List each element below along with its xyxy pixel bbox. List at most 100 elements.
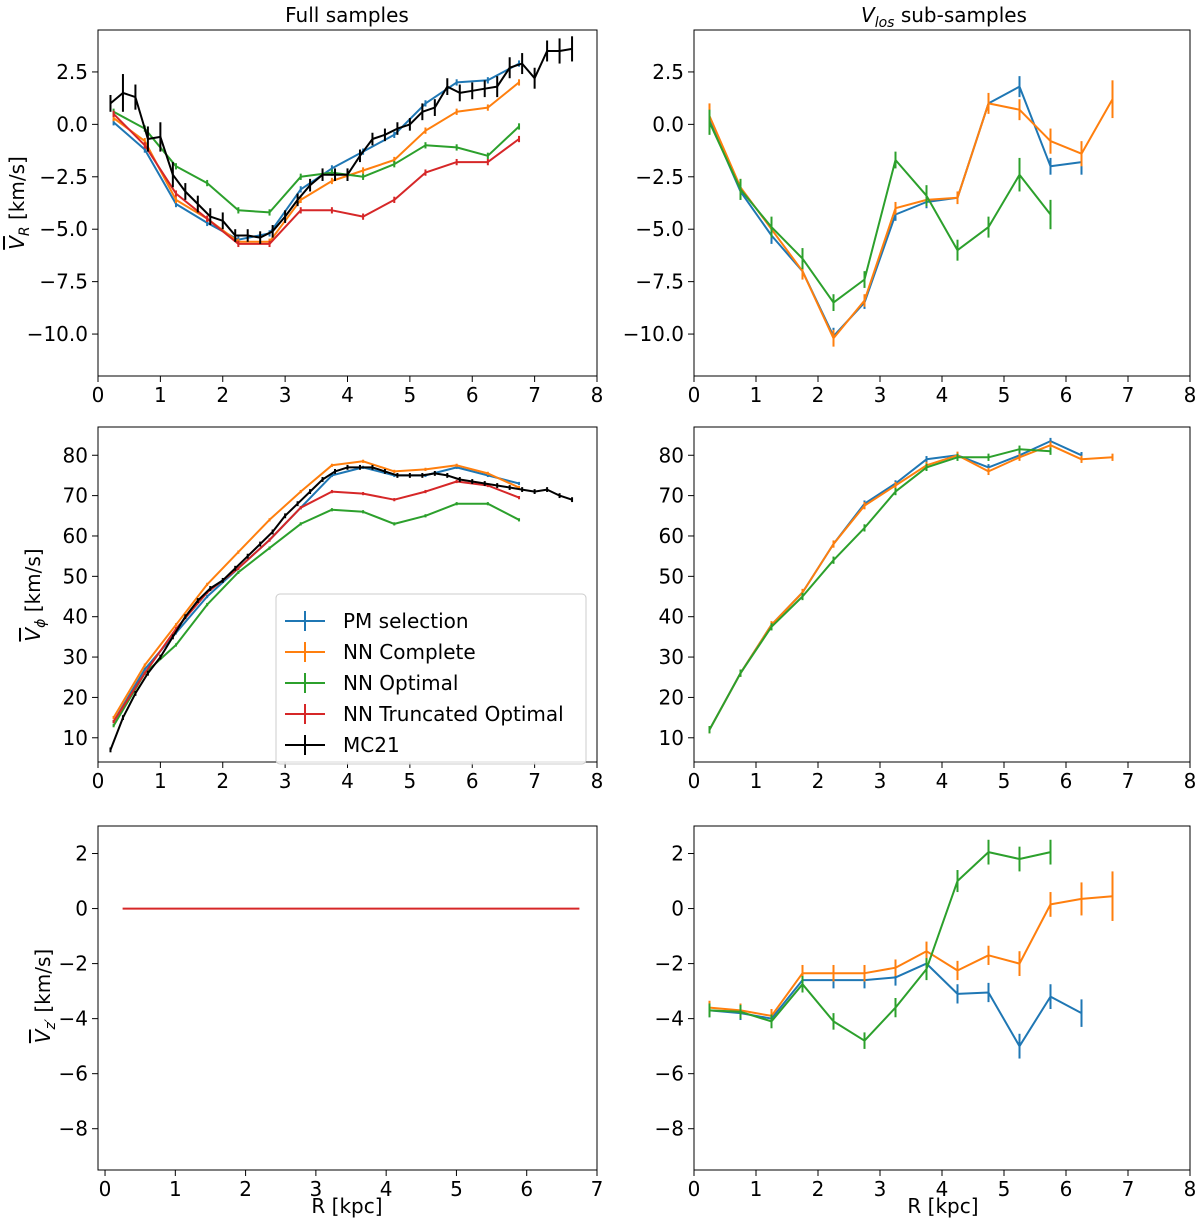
axes-frame <box>693 426 1191 763</box>
x-tick-label: 0 <box>688 1177 701 1201</box>
legend: PM selection NN Complete NN Optimal NN Trun… <box>275 593 587 765</box>
legend-item-optimal: NN Optimal <box>285 671 458 695</box>
plot-area <box>708 839 1114 1059</box>
x-tick-label: 2 <box>216 383 229 407</box>
x-tick-label: 3 <box>279 769 292 793</box>
x-tick-label: 1 <box>750 1177 763 1201</box>
axes-frame <box>97 825 598 1171</box>
x-tick-label: 5 <box>998 1177 1011 1201</box>
ylabel-vz: Vz′ [km/s] <box>31 949 59 1043</box>
y-tick-label: 20 <box>63 685 88 709</box>
y-tick-label: 0.0 <box>56 112 88 136</box>
y-tick-label: −2.5 <box>635 165 684 189</box>
x-tick-label: 0 <box>99 1177 112 1201</box>
panel-vr_full: 0 1 2 3 4 5 6 7 8 −10.0 −7.5 −5.0 −2.5 0.0 2.5 <box>27 29 603 407</box>
x-tick-label: 7 <box>1122 383 1135 407</box>
x-tick-label: 5 <box>404 769 417 793</box>
legend-item-complete: NN Complete <box>285 640 476 664</box>
x-tick-label: 4 <box>936 383 949 407</box>
y-tick-label: 2.5 <box>652 60 684 84</box>
series-pm <box>112 60 521 243</box>
x-tick-label: 6 <box>466 769 479 793</box>
x-tick-label: 2 <box>812 1177 825 1201</box>
series-line-mc21 <box>109 466 573 751</box>
y-tick-label: 70 <box>63 484 88 508</box>
x-tick-label: 0 <box>688 383 701 407</box>
panels: 0 1 2 3 4 5 6 7 8 −10.0 −7.5 −5.0 −2.5 0.0 2.5 0 1 2 3 4 5 6 7… <box>27 29 1197 1201</box>
y-tick-label: −10.0 <box>27 322 88 346</box>
legend-item-trunc: NN Truncated Optimal <box>285 702 564 726</box>
axes-frame <box>693 825 1191 1171</box>
y-tick-label: −2 <box>59 952 88 976</box>
series-line-pm <box>112 62 520 241</box>
legend-box <box>275 593 587 765</box>
y-tick-label: −10.0 <box>623 322 684 346</box>
plot-area <box>109 36 574 248</box>
legend-label: MC21 <box>343 733 400 757</box>
panel-vphi_full: 0 1 2 3 4 5 6 7 8 10 20 30 40 50 60 70 80 <box>63 426 604 793</box>
series-mc21 <box>109 464 574 753</box>
series-optimal <box>112 108 521 216</box>
x-tick-label: 7 <box>528 769 541 793</box>
series-complete <box>708 441 1114 734</box>
x-tick-label: 1 <box>169 1177 182 1201</box>
y-tick-label: −5.0 <box>39 217 88 241</box>
right-column-title: Vlos sub-samples <box>861 3 1027 31</box>
series-line-optimal <box>113 110 520 214</box>
y-tick-label: 60 <box>659 524 684 548</box>
y-tick-label: 2.5 <box>56 60 88 84</box>
legend-label: NN Optimal <box>343 671 458 695</box>
x-tick-label: 4 <box>341 383 354 407</box>
series-line-complete <box>709 895 1113 1017</box>
series-line-complete <box>708 98 1114 340</box>
ylabel-vphi: Vϕ [km/s] <box>21 548 49 641</box>
x-tick-label: 8 <box>1184 1177 1197 1201</box>
series-optimal <box>112 502 521 728</box>
series-line-complete <box>708 444 1113 731</box>
series-complete <box>708 871 1114 1023</box>
x-tick-label: 1 <box>750 383 763 407</box>
series-line-optimal <box>112 502 520 727</box>
xlabel-right: R [kpc] <box>907 1194 978 1218</box>
y-tick-label: 0.0 <box>652 112 684 136</box>
x-tick-label: 3 <box>874 1177 887 1201</box>
x-tick-label: 2 <box>812 769 825 793</box>
y-tick-label: −7.5 <box>39 270 88 294</box>
x-tick-label: 7 <box>1122 1177 1135 1201</box>
series-optimal <box>708 839 1052 1049</box>
series-complete <box>708 80 1114 347</box>
panel-vz_full: 0 1 2 3 4 5 6 7 −8 −6 −4 −2 0 2 <box>59 825 604 1201</box>
x-tick-label: 3 <box>279 383 292 407</box>
x-tick-label: 8 <box>1184 769 1197 793</box>
y-tick-label: 0 <box>671 897 684 921</box>
x-tick-label: 4 <box>341 769 354 793</box>
series-line-optimal <box>708 121 1052 304</box>
series-optimal <box>708 109 1052 311</box>
series-line-complete <box>112 460 520 719</box>
xlabel-left: R [kpc] <box>311 1194 382 1218</box>
y-tick-label: 40 <box>659 605 684 629</box>
y-tick-label: 50 <box>63 564 88 588</box>
series-line-optimal <box>709 851 1051 1042</box>
legend-label: NN Complete <box>343 640 476 664</box>
y-tick-label: 20 <box>659 685 684 709</box>
x-tick-label: 3 <box>874 769 887 793</box>
x-tick-label: 3 <box>874 383 887 407</box>
y-tick-label: −8 <box>59 1117 88 1141</box>
y-tick-label: 60 <box>63 524 88 548</box>
x-tick-label: 7 <box>591 1177 604 1201</box>
x-tick-label: 4 <box>936 1177 949 1201</box>
series-complete <box>112 459 521 720</box>
x-tick-label: 2 <box>812 383 825 407</box>
axes-frame <box>97 29 598 377</box>
y-tick-label: −8 <box>655 1117 684 1141</box>
x-tick-label: 5 <box>998 383 1011 407</box>
x-tick-label: 5 <box>404 383 417 407</box>
series-mc21 <box>109 36 574 244</box>
y-tick-label: −4 <box>59 1007 88 1031</box>
x-tick-label: 8 <box>591 769 604 793</box>
y-tick-label: −5.0 <box>635 217 684 241</box>
legend-item-pm: PM selection <box>285 609 469 633</box>
x-tick-label: 6 <box>1060 383 1073 407</box>
y-tick-label: 70 <box>659 484 684 508</box>
